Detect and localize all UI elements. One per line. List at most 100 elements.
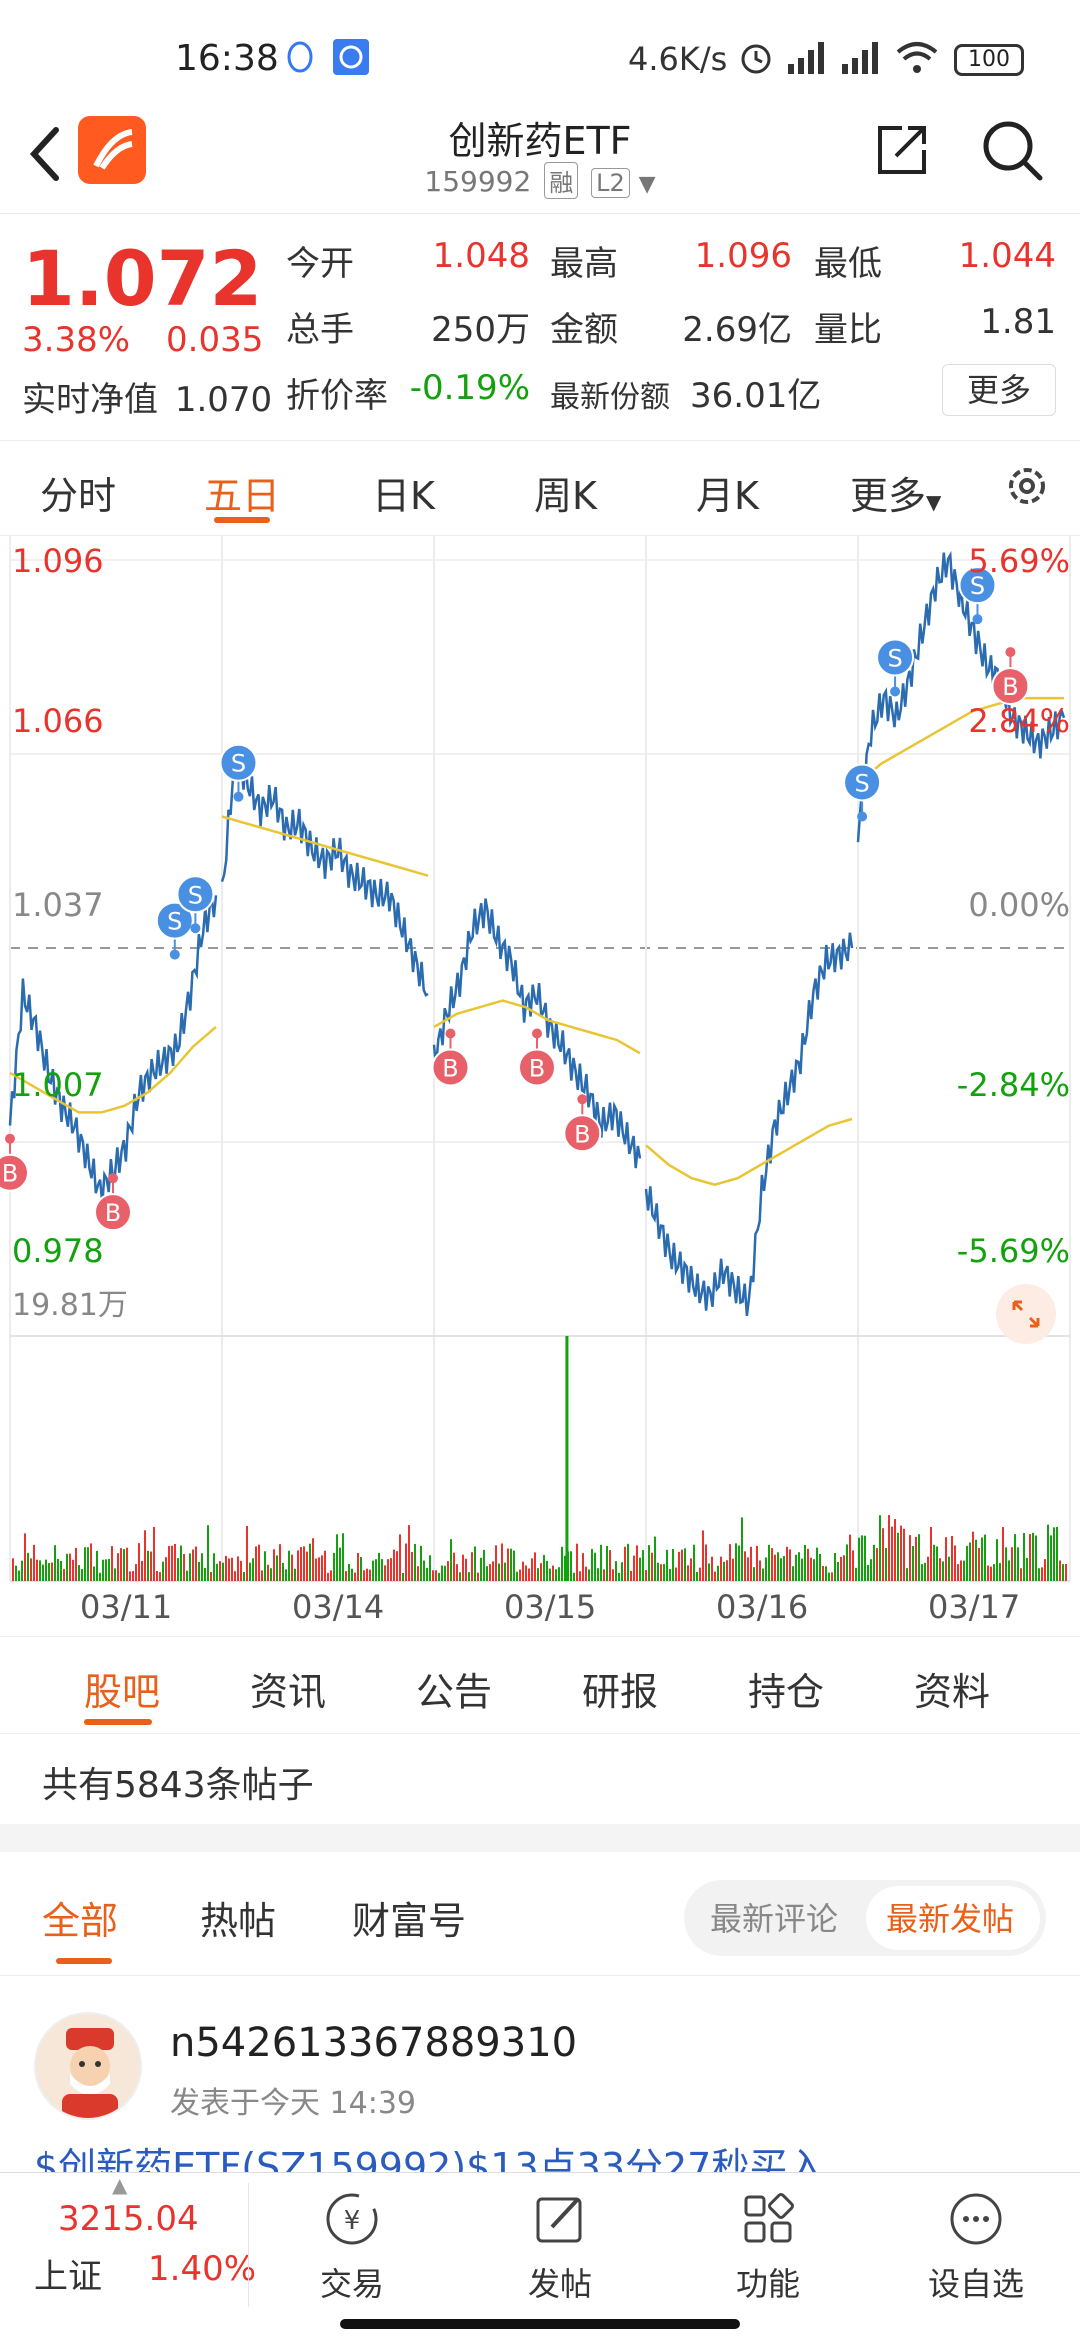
tab-more[interactable]: 更多▼	[850, 465, 941, 520]
volume-bar	[486, 1566, 488, 1581]
volume-bar	[696, 1571, 698, 1581]
volume-bar	[159, 1572, 161, 1581]
fund-title: 创新药ETF	[448, 119, 632, 163]
gear-icon[interactable]	[1004, 463, 1050, 509]
buy-marker-dot	[108, 1173, 118, 1184]
volume-bar	[525, 1565, 527, 1581]
volume-bar	[516, 1571, 518, 1581]
volume-bar	[276, 1555, 278, 1581]
volume-bar	[105, 1559, 107, 1581]
tab-monthly-k[interactable]: 月K	[696, 474, 759, 518]
avatar[interactable]	[34, 2012, 142, 2120]
volume-bar	[66, 1553, 68, 1581]
volume-bar	[102, 1559, 104, 1581]
tab-five-day[interactable]: 五日	[204, 474, 281, 518]
index-ticker[interactable]: ▲ 3215.04 上证 1.40%	[0, 2173, 256, 2313]
volume-bar	[798, 1552, 800, 1581]
pct-axis-label: 2.84%	[968, 702, 1070, 740]
active-tab-indicator	[214, 517, 270, 523]
volume-bar	[792, 1566, 794, 1581]
volume-bar	[552, 1565, 554, 1581]
volume-bar	[753, 1567, 755, 1581]
volume-bar	[1038, 1568, 1040, 1581]
volume-bar	[618, 1572, 620, 1581]
volume-bar	[690, 1558, 692, 1581]
sell-marker-label: S	[231, 750, 246, 778]
volume-bar	[39, 1560, 41, 1581]
filter-hot[interactable]: 热帖	[200, 1899, 277, 1943]
volume-bar	[693, 1544, 695, 1581]
volume-bar	[183, 1553, 185, 1581]
volume-bar	[993, 1564, 995, 1581]
volume-bar	[438, 1572, 440, 1581]
filter-wealth[interactable]: 财富号	[352, 1899, 467, 1943]
volume-bar	[984, 1534, 986, 1581]
nav-watchlist[interactable]: 设自选	[896, 2179, 1056, 2309]
volume-bar	[192, 1549, 194, 1581]
dropdown-icon[interactable]: ▼	[638, 172, 656, 197]
sell-marker	[155, 901, 194, 940]
volume-bar	[1026, 1557, 1028, 1581]
post-item[interactable]: n542613367889310 发表于今天 14:39 $创新药ETF(SZ1…	[0, 1976, 1080, 2189]
volume-bar	[636, 1545, 638, 1581]
volume-bar	[414, 1544, 416, 1581]
volume-bar	[216, 1563, 218, 1581]
volume-bar	[912, 1545, 914, 1581]
price-line	[644, 932, 854, 1317]
post-count-row: 共有5843条帖子	[0, 1734, 1080, 1824]
search-icon[interactable]	[980, 118, 1046, 184]
tab-weekly-k[interactable]: 周K	[534, 474, 597, 518]
tab-intraday[interactable]: 分时	[40, 474, 117, 518]
volume-bar	[843, 1555, 845, 1581]
nav-post[interactable]: 发帖	[480, 2179, 640, 2309]
sort-latest-post[interactable]: 最新发帖	[886, 1900, 1015, 1938]
tab-research[interactable]: 研报	[582, 1670, 659, 1714]
tab-profile[interactable]: 资料	[914, 1670, 991, 1714]
low-label: 最低	[814, 244, 882, 284]
volume-bar	[60, 1560, 62, 1581]
volume-bar	[540, 1563, 542, 1581]
filter-all[interactable]: 全部	[42, 1899, 119, 1943]
nav-functions[interactable]: 功能	[688, 2179, 848, 2309]
volume-bar	[459, 1572, 461, 1581]
volume-bar	[498, 1563, 500, 1581]
volume-bar	[1062, 1564, 1064, 1581]
tab-daily-k[interactable]: 日K	[372, 474, 435, 518]
back-arrow-icon[interactable]	[24, 124, 64, 184]
tab-announcements[interactable]: 公告	[416, 1670, 493, 1714]
tab-guba[interactable]: 股吧	[84, 1670, 161, 1714]
date-label: 03/15	[504, 1588, 597, 1626]
nav-trade[interactable]: ¥ 交易	[272, 2179, 432, 2309]
volume-bar	[1023, 1533, 1025, 1581]
volume-bar	[732, 1558, 734, 1581]
volume-bar	[951, 1536, 953, 1581]
volume-bar	[231, 1557, 233, 1581]
volume-bar	[198, 1561, 200, 1581]
volume-bar	[1050, 1535, 1052, 1581]
volume-bar	[405, 1543, 407, 1581]
post-filter-bar: 全部 热帖 财富号 最新评论 最新发帖	[0, 1852, 1080, 1976]
share-icon[interactable]	[872, 120, 932, 180]
post-username[interactable]: n542613367889310	[170, 2020, 578, 2066]
tab-news[interactable]: 资讯	[250, 1670, 327, 1714]
sort-latest-comment[interactable]: 最新评论	[710, 1900, 839, 1938]
volume-bar	[1035, 1535, 1037, 1581]
volume-bar	[1020, 1568, 1022, 1581]
volume-bar	[1008, 1560, 1010, 1581]
avg-price-line	[221, 815, 429, 877]
battery-icon: 100	[954, 44, 1024, 76]
volume-bar	[513, 1550, 515, 1581]
more-quote-button[interactable]: 更多	[942, 364, 1056, 416]
expand-icon[interactable]	[996, 1284, 1056, 1344]
volume-bar	[909, 1535, 911, 1581]
sell-marker	[843, 763, 882, 802]
volume-bar	[174, 1543, 176, 1581]
volume-bar	[99, 1572, 101, 1581]
volume-bar	[240, 1560, 242, 1581]
tab-holdings[interactable]: 持仓	[748, 1670, 825, 1714]
buy-marker	[518, 1048, 556, 1087]
volume-bar	[348, 1564, 350, 1581]
volume-bar	[828, 1572, 830, 1581]
pct-axis-label: -5.69%	[956, 1232, 1070, 1270]
